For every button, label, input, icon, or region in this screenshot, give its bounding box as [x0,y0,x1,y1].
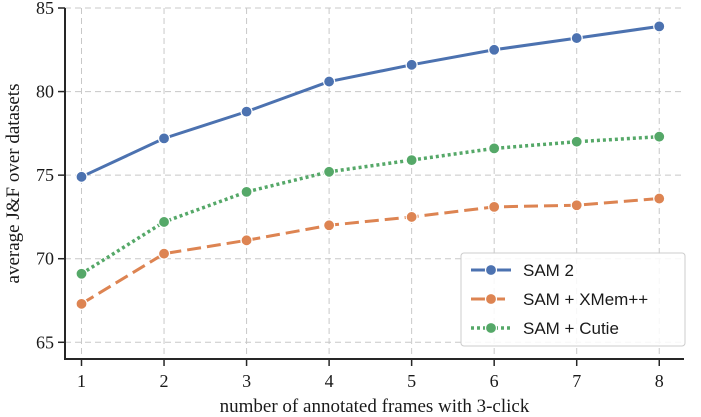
legend-entry-2: SAM + Cutie [471,319,619,338]
data-point-2-7 [653,130,666,143]
y-tick-label-70: 70 [36,249,54,269]
x-tick-label-6: 6 [490,371,499,391]
data-point-2-0 [75,267,88,280]
series-line-1 [80,197,660,306]
legend-marker-0 [484,263,498,277]
data-point-1-2 [240,234,253,247]
data-point-2-2 [240,185,253,198]
x-tick-label-1: 1 [77,371,86,391]
x-tick-label-3: 3 [242,371,251,391]
series-2 [75,130,666,280]
x-tick-label-2: 2 [160,371,169,391]
y-tick-label-65: 65 [36,332,54,352]
data-point-2-3 [323,165,336,178]
tick-labels: 1 2 3 4 5 6 7 8 65 70 75 80 85 [36,0,664,391]
data-point-0-4 [405,58,418,71]
y-tick-label-85: 85 [36,0,54,18]
data-point-2-4 [405,154,418,167]
data-point-0-5 [488,43,501,56]
data-point-0-6 [570,31,583,45]
data-point-1-3 [323,219,336,232]
data-point-1-7 [653,192,666,205]
legend-label-1: SAM + XMem++ [523,290,648,309]
data-point-1-6 [570,199,583,212]
data-point-0-1 [157,132,171,145]
data-point-1-0 [75,297,88,310]
legend-box [460,252,686,347]
series-line-0 [80,24,660,179]
data-point-2-1 [157,215,171,229]
data-point-2-6 [570,135,583,148]
data-point-1-1 [157,247,171,260]
legend-entry-1: SAM + XMem++ [471,290,648,309]
axes [58,7,684,366]
x-tick-label-5: 5 [407,371,416,391]
data-point-1-4 [405,210,418,224]
legend-marker-2 [484,321,498,335]
data-point-0-3 [323,75,336,88]
x-tick-label-4: 4 [325,371,334,391]
x-tick-label-7: 7 [572,371,581,391]
x-axis-label: number of annotated frames with 3-click [220,396,530,417]
y-tick-label-75: 75 [36,165,54,185]
data-point-0-0 [75,170,88,183]
legend: SAM 2 SAM + XMem++ SAM + Cutie [460,252,686,347]
y-tick-label-80: 80 [36,82,54,102]
series-line-2 [80,134,660,276]
legend-marker-1 [484,292,498,306]
data-point-0-7 [653,20,666,33]
data-point-1-5 [488,200,501,213]
legend-label-2: SAM + Cutie [523,319,619,338]
y-axis-label: average J&F over datasets [3,84,24,284]
x-tick-label-8: 8 [655,371,664,391]
data-point-0-2 [240,105,253,118]
legend-entry-0: SAM 2 [471,261,574,280]
series-lines [75,20,666,310]
series-0 [75,20,666,183]
legend-entries: SAM 2 SAM + XMem++ SAM + Cutie [471,261,648,338]
legend-label-0: SAM 2 [523,261,574,280]
series-1 [75,192,666,310]
data-point-2-5 [488,142,501,155]
